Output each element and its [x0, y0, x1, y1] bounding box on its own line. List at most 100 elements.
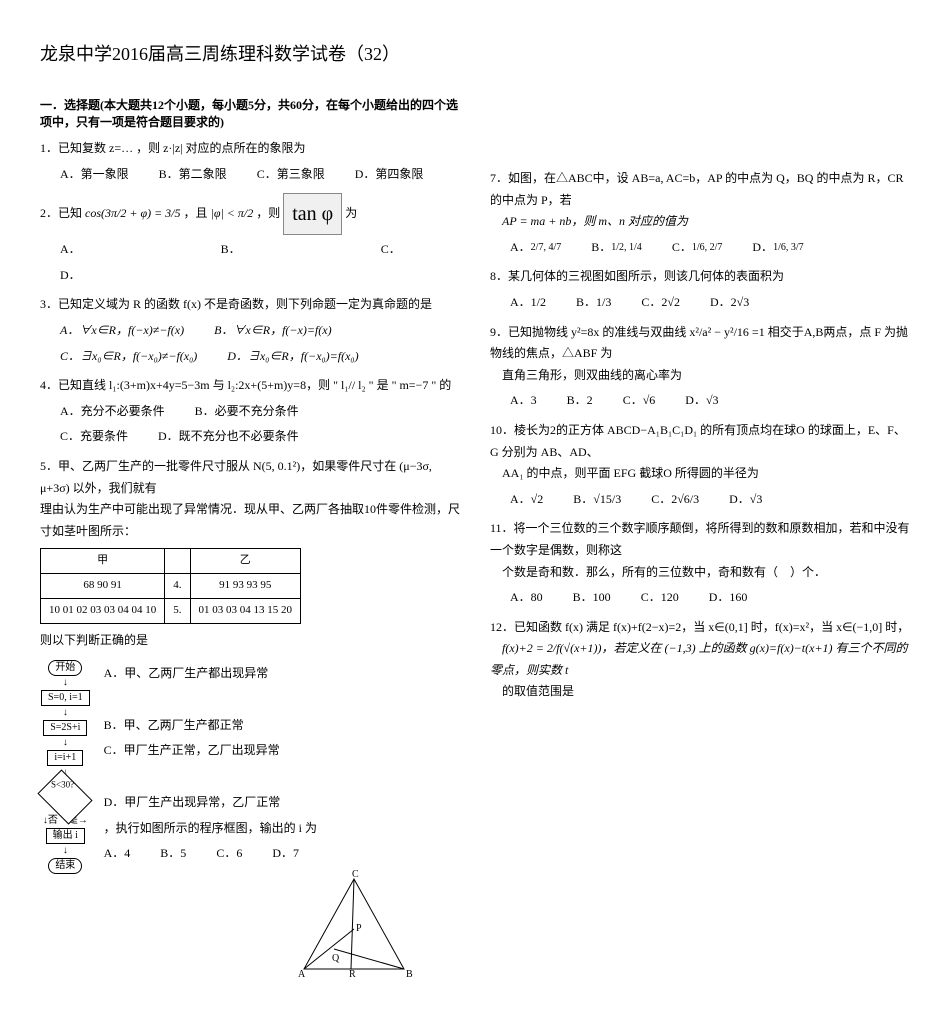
q11-c: C．120: [641, 587, 679, 609]
question-12: 12．已知函数 f(x) 满足 f(x)+f(2−x)=2，当 x∈(0,1] …: [490, 617, 910, 703]
q7-cf: 1/6, 2/7: [692, 239, 723, 257]
q3-opt-c: C．∃x₀∈R，f(−x₀)≠−f(x₀): [60, 346, 197, 368]
q11-b: B．100: [573, 587, 611, 609]
flow-cond-text: S<30?: [51, 780, 74, 810]
flow-s1: S=0, i=1: [41, 690, 90, 706]
q5-stem2: 理由认为生产中可能出现了异常情况．现从甲、乙两厂各抽取10件零件检测，尺寸如茎叶…: [40, 499, 460, 542]
question-4: 4．已知直线 l₁:(3+m)x+4y=5−3m 与 l₂:2x+(5+m)y=…: [40, 375, 460, 448]
q4-opt-c: C．充要条件: [60, 426, 128, 448]
tan-phi-image: tan φ: [283, 193, 342, 235]
tbl-r2-l: 10 01 02 03 03 04 04 10: [41, 598, 165, 623]
question-8: 8．某几何体的三视图如图所示，则该几何体的表面积为 A．1/2 B．1/3 C．…: [490, 266, 910, 313]
question-5: 5．甲、乙两厂生产的一批零件尺寸服从 N(5, 0.1²)，如果零件尺寸在 (μ…: [40, 456, 460, 651]
q12-stem1: 12．已知函数 f(x) 满足 f(x)+f(2−x)=2，当 x∈(0,1] …: [490, 617, 910, 639]
q7-b: B．: [591, 240, 611, 254]
q2-opt-c: C．: [381, 239, 401, 261]
q11-a: A．80: [510, 587, 543, 609]
q8-d: D．2√3: [710, 292, 749, 314]
q2-opt-b: B．: [221, 239, 241, 261]
q4-opt-d: D．既不充分也不必要条件: [158, 426, 299, 448]
svg-text:Q: Q: [332, 953, 340, 964]
stem-leaf-table: 甲乙 68 90 91 4. 91 93 93 95 10 01 02 03 0…: [40, 548, 301, 623]
right-column: 7．如图，在△ABC中，设 AB=a, AC=b，AP 的中点为 Q，BQ 的中…: [490, 20, 910, 994]
q3-opt-d: D．∃x₀∈R，f(−x₀)=f(x₀): [227, 346, 358, 368]
q12-stem3: 的取值范围是: [502, 684, 574, 698]
q3-stem: 3．已知定义域为 R 的函数 f(x) 不是奇函数，则下列命题一定为真命题的是: [40, 294, 460, 316]
q6-stem: ，执行如图所示的程序框图，输出的 i 为: [104, 821, 317, 835]
q9-stem2: 直角三角形，则双曲线的离心率为: [502, 368, 682, 382]
q10-stem2: AA₁ 的中点，则平面 EFG 截球O 所得圆的半径为: [502, 466, 759, 480]
q7-c: C．: [672, 240, 692, 254]
q3-opt-b: B．∀x∈R，f(−x)=f(x): [214, 320, 332, 342]
question-1: 1．已知复数 z=… ，则 z·|z| 对应的点所在的象限为 A．第一象限 B．…: [40, 138, 460, 185]
q5-opt-c: C．甲厂生产正常，乙厂出现异常: [104, 740, 280, 762]
svg-text:P: P: [356, 923, 362, 934]
tbl-r2-m: 5.: [165, 598, 190, 623]
left-column: 龙泉中学2016届高三周练理科数学试卷（32） 一．选择题(本大题共12个小题，…: [40, 20, 460, 994]
tbl-r1-l: 68 90 91: [41, 574, 165, 599]
q5-stem1: 5．甲、乙两厂生产的一批零件尺寸服从 N(5, 0.1²)，如果零件尺寸在 (μ…: [40, 456, 460, 499]
q9-stem1: 9．已知抛物线 y²=8x 的准线与双曲线 x²/a² − y²/16 =1 相…: [490, 322, 910, 365]
q2-stem-a: 2．已知: [40, 206, 82, 220]
q4-opt-b: B．必要不充分条件: [195, 401, 299, 423]
q10-stem1: 10．棱长为2的正方体 ABCD−A₁B₁C₁D₁ 的所有顶点均在球O 的球面上…: [490, 420, 910, 463]
question-6-row: 开始↓ S=0, i=1↓ S=2S+i↓ i=i+1↓ S<30? ↓否 是→…: [40, 659, 460, 986]
q11-stem1: 11．将一个三位数的三个数字顺序颠倒，将所得到的数和原数相加，若和中没有一个数字…: [490, 518, 910, 561]
q2-opt-d: D．: [60, 265, 81, 287]
q8-a: A．1/2: [510, 292, 546, 314]
flow-end: 结束: [48, 858, 82, 874]
q5-options-2: C．甲厂生产正常，乙厂出现异常 D．甲厂生产出现异常，乙厂正常: [104, 740, 404, 813]
triangle-figure: C A B P Q R: [284, 869, 424, 979]
q2-stem-b: ，且: [184, 206, 208, 220]
q5-judge: 则以下判断正确的是: [40, 630, 460, 652]
q9-options: A．3 B．2 C．√6 D．√3: [510, 390, 910, 412]
question-9: 9．已知抛物线 y²=8x 的准线与双曲线 x²/a² − y²/16 =1 相…: [490, 322, 910, 412]
q4-stem: 4．已知直线 l₁:(3+m)x+4y=5−3m 与 l₂:2x+(5+m)y=…: [40, 375, 460, 397]
q8-b: B．1/3: [576, 292, 611, 314]
q10-b: B．√15/3: [573, 489, 621, 511]
q5-opt-a: A．甲、乙两厂生产都出现异常: [104, 663, 269, 685]
tbl-r1-m: 4.: [165, 574, 190, 599]
flowchart-diagram: 开始↓ S=0, i=1↓ S=2S+i↓ i=i+1↓ S<30? ↓否 是→…: [40, 659, 91, 875]
question-11: 11．将一个三位数的三个数字顺序颠倒，将所得到的数和原数相加，若和中没有一个数字…: [490, 518, 910, 608]
q6-opt-d: D．7: [272, 843, 299, 865]
q11-options: A．80 B．100 C．120 D．160: [510, 587, 910, 609]
q7-af: 2/7, 4/7: [531, 239, 562, 257]
q7-stem1: 7．如图，在△ABC中，设 AB=a, AC=b，AP 的中点为 Q，BQ 的中…: [490, 168, 910, 211]
svg-text:C: C: [352, 869, 359, 880]
q2-cos: cos(3π/2 + φ) = 3/5: [85, 206, 181, 220]
q8-stem: 8．某几何体的三视图如图所示，则该几何体的表面积为: [490, 266, 910, 288]
flow-out: 输出 i: [46, 828, 85, 844]
q4-options-1: A．充分不必要条件 B．必要不充分条件: [60, 401, 460, 423]
section1-heading: 一．选择题(本大题共12个小题，每小题5分，共60分，在每个小题给出的四个选项中…: [40, 96, 460, 130]
svg-text:A: A: [298, 969, 306, 979]
q10-d: D．√3: [729, 489, 762, 511]
q1-opt-d: D．第四象限: [355, 164, 424, 186]
q5-opt-d: D．甲厂生产出现异常，乙厂正常: [104, 792, 281, 814]
q1-stem: 1．已知复数 z=… ，则 z·|z| 对应的点所在的象限为: [40, 138, 460, 160]
q2-options: A． B． C．: [60, 239, 460, 261]
page-title: 龙泉中学2016届高三周练理科数学试卷（32）: [40, 40, 460, 66]
tbl-r2-r: 01 03 03 04 13 15 20: [190, 598, 301, 623]
q1-opt-b: B．第二象限: [159, 164, 227, 186]
q9-d: D．√3: [685, 390, 718, 412]
q1-options: A．第一象限 B．第二象限 C．第三象限 D．第四象限: [60, 164, 460, 186]
q2-stem-d: 为: [345, 206, 357, 220]
q3-options-2: C．∃x₀∈R，f(−x₀)≠−f(x₀) D．∃x₀∈R，f(−x₀)=f(x…: [60, 346, 460, 368]
question-10: 10．棱长为2的正方体 ABCD−A₁B₁C₁D₁ 的所有顶点均在球O 的球面上…: [490, 420, 910, 510]
q3-options-1: A．∀x∈R，f(−x)≠−f(x) B．∀x∈R，f(−x)=f(x): [60, 320, 460, 342]
flow-no: 否: [48, 815, 58, 826]
q11-d: D．160: [709, 587, 748, 609]
q4-options-2: C．充要条件 D．既不充分也不必要条件: [60, 426, 460, 448]
q6-opt-a: A．4: [104, 843, 131, 865]
q9-b: B．2: [567, 390, 593, 412]
q10-a: A．√2: [510, 489, 543, 511]
q4-opt-a: A．充分不必要条件: [60, 401, 165, 423]
q7-d: D．: [752, 240, 773, 254]
q5-q6-right: A．甲、乙两厂生产都出现异常 B．甲、乙两厂生产都正常 C．甲厂生产正常，乙厂出…: [104, 659, 404, 986]
flow-s2: S=2S+i: [43, 720, 87, 736]
q1-opt-a: A．第一象限: [60, 164, 129, 186]
q9-a: A．3: [510, 390, 537, 412]
q7-df: 1/6, 3/7: [773, 239, 804, 257]
question-3: 3．已知定义域为 R 的函数 f(x) 不是奇函数，则下列命题一定为真命题的是 …: [40, 294, 460, 367]
